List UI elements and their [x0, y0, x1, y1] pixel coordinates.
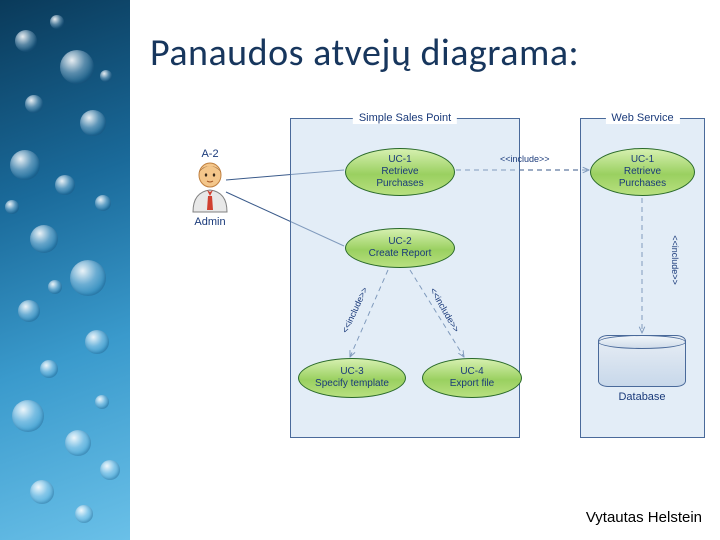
usecase-uc2-create-report: UC-2 Create Report [345, 228, 455, 268]
author-footer: Vytautas Helstein [586, 509, 702, 526]
decorative-sidebar [0, 0, 130, 540]
actor-name-label: Admin [180, 216, 240, 228]
database-node: Database [598, 335, 686, 403]
usecase-diagram: Simple Sales Point Web Service A-2 Admin… [140, 110, 710, 460]
system-title-web: Web Service [605, 112, 679, 124]
usecase-uc1-retrieve-purchases: UC-1 Retrieve Purchases [345, 148, 455, 196]
usecase-uc1b-retrieve-purchases-web: UC-1 Retrieve Purchases [590, 148, 695, 196]
usecase-uc4-export-file: UC-4 Export file [422, 358, 522, 398]
usecase-uc3-specify-template: UC-3 Specify template [298, 358, 406, 398]
edge-label-include: <<include>> [670, 235, 680, 285]
slide-title: Panaudos atvejų diagrama: [150, 30, 579, 76]
slide-content: Panaudos atvejų diagrama: Simple Sales P… [130, 0, 720, 540]
database-icon [598, 335, 686, 387]
actor-id-label: A-2 [180, 148, 240, 160]
edge-label-include: <<include>> [500, 154, 550, 164]
actor-admin: A-2 Admin [180, 148, 240, 228]
database-label: Database [598, 391, 686, 403]
actor-icon [187, 162, 233, 214]
system-title-sales: Simple Sales Point [353, 112, 457, 124]
